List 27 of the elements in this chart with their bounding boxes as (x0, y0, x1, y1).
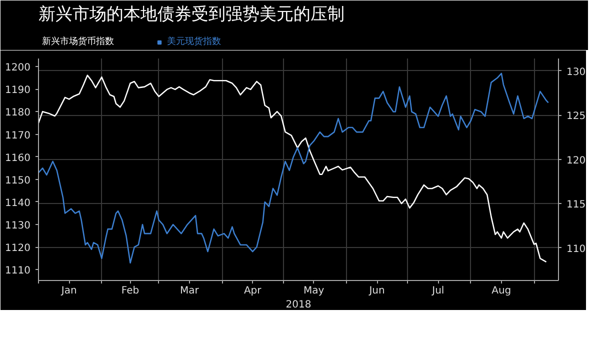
x-tick-label: Jun (368, 286, 385, 296)
x-tick-label: Mar (180, 286, 200, 296)
y2-tick-label: 115 (566, 200, 586, 211)
x-tick-label: Jan (60, 286, 77, 296)
text: 新兴市场货币指数 (42, 36, 114, 48)
y-tick-label: 1130 (5, 220, 31, 232)
chart-title: 新兴市场的本地债券受到强势美元的压制 (38, 4, 344, 24)
y2-tick-label: 110 (566, 244, 586, 255)
x-tick-label: Feb (121, 286, 140, 296)
y-tick-label: 1170 (5, 130, 31, 142)
x-tick-label: Apr (244, 286, 262, 296)
legend-label: 美元现货指数 (167, 36, 221, 48)
y-tick-label: 1160 (5, 152, 31, 164)
x-tick-label: Jul (431, 286, 444, 296)
y-tick-label: 1110 (5, 266, 31, 277)
y-tick-label: 1190 (5, 85, 31, 96)
y-tick-label: 1200 (5, 62, 31, 74)
y-tick-label: 1150 (5, 175, 31, 186)
x-axis-title: 2018 (286, 300, 312, 310)
x-tick-label: Aug (492, 286, 512, 296)
y2-tick-label: 130 (566, 66, 586, 78)
x-tick-label: May (303, 286, 324, 296)
y2-tick-label: 120 (566, 155, 586, 166)
y-tick-label: 1120 (5, 243, 31, 254)
y2-tick-label: 125 (566, 111, 586, 122)
y-tick-label: 1140 (5, 198, 31, 209)
y-tick-label: 1180 (5, 108, 31, 119)
